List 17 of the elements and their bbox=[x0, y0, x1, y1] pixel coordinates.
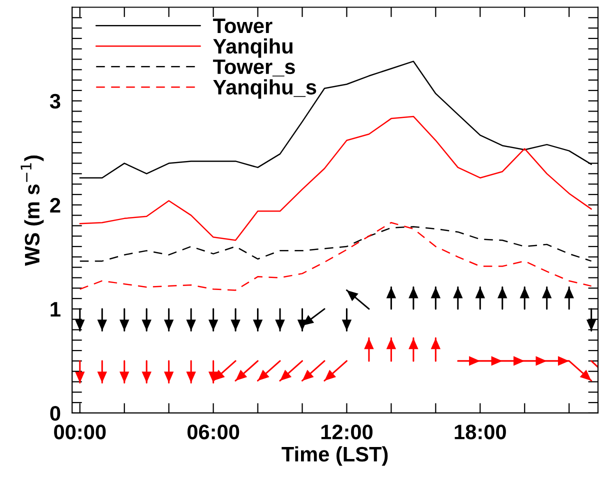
y-tick-label: 2 bbox=[50, 198, 60, 212]
x-tick-label: 12:00 bbox=[321, 424, 373, 440]
legend-label: Yanqihu_s bbox=[213, 79, 316, 99]
legend-label: Tower_s bbox=[213, 60, 295, 76]
x-tick-label: 18:00 bbox=[454, 424, 506, 440]
legend-label: Yanqihu bbox=[213, 38, 292, 58]
line-series bbox=[79, 226, 592, 262]
y-tick-label: 0 bbox=[50, 406, 60, 421]
x-tick-label: 06:00 bbox=[188, 424, 240, 440]
x-tick-label: 00:00 bbox=[54, 424, 106, 440]
x-axis-title: Time (LST) bbox=[282, 446, 388, 466]
line-series bbox=[79, 116, 592, 241]
y-tick-label: 3 bbox=[50, 94, 60, 109]
line-series bbox=[79, 222, 592, 291]
y-tick-label: 1 bbox=[50, 302, 60, 316]
legend-label: Tower bbox=[213, 18, 272, 34]
y-axis-title: WS (m s$^{−1}$) bbox=[20, 155, 44, 266]
